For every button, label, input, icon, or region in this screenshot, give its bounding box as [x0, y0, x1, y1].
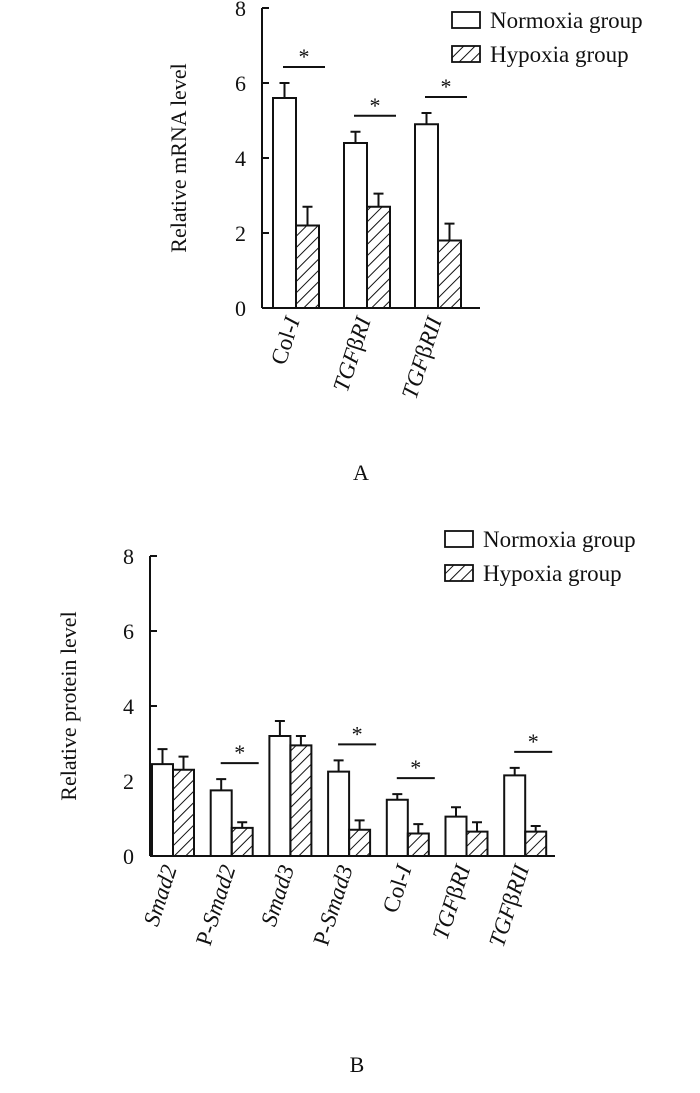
category-label: TGFβRII: [484, 861, 534, 950]
y-tick-label: 4: [123, 694, 134, 719]
bar: [503, 774, 527, 857]
chart-panel-a: 0 2 4 6 8 Relative mRNA level * Col-I * TGFβRI * TG…: [166, 0, 643, 485]
category-label: Col-I: [266, 313, 305, 368]
bar: [465, 830, 489, 857]
chart-panel-b: 0 2 4 6 8 Relative protein level Smad2 * P-Smad2…: [56, 527, 636, 1077]
category-label: Smad2: [139, 862, 182, 929]
bar: [289, 744, 313, 857]
bar: [348, 828, 372, 857]
bar: [172, 768, 195, 857]
significance-star: *: [528, 729, 539, 754]
y-tick-label: 6: [123, 619, 134, 644]
legend-swatch: [444, 530, 474, 548]
legend-label: Normoxia group: [490, 8, 643, 33]
bar: [268, 735, 292, 857]
category-label: Smad3: [256, 862, 299, 929]
legend-label: Hypoxia group: [483, 561, 622, 586]
bar: [272, 97, 297, 309]
significance-star: *: [234, 740, 245, 765]
significance-star: *: [410, 755, 421, 780]
bar: [209, 789, 233, 857]
y-tick-label: 2: [123, 769, 134, 794]
significance-star: *: [441, 74, 452, 99]
bar: [406, 832, 430, 857]
category-label: P-Smad2: [191, 862, 240, 949]
bar: [327, 770, 351, 857]
bar: [524, 830, 548, 857]
y-tick-label: 8: [123, 544, 134, 569]
panel-label: A: [353, 460, 369, 485]
bar: [414, 123, 439, 309]
panel-label: B: [350, 1052, 365, 1077]
significance-star: *: [352, 721, 363, 746]
y-tick-label: 2: [235, 221, 246, 246]
legend-label: Normoxia group: [483, 527, 636, 552]
y-tick-label: 6: [235, 71, 246, 96]
significance-star: *: [299, 44, 310, 69]
category-label: TGFβRII: [397, 313, 447, 402]
legend-swatch: [451, 11, 481, 29]
category-label: TGFβRI: [328, 313, 376, 395]
bar: [385, 798, 409, 857]
bar: [151, 763, 174, 857]
bar: [230, 826, 254, 857]
significance-star: *: [370, 93, 381, 118]
category-label: TGFβRI: [428, 861, 476, 943]
category-label: P-Smad3: [308, 862, 357, 949]
y-tick-label: 0: [123, 844, 134, 869]
bar: [444, 815, 468, 857]
legend-swatch: [451, 45, 481, 63]
bar: [343, 142, 368, 309]
legend-label: Hypoxia group: [490, 42, 629, 67]
y-tick-label: 4: [235, 146, 246, 171]
y-tick-label: 8: [235, 0, 246, 21]
category-label: Col-I: [378, 861, 417, 916]
bar: [437, 239, 462, 309]
y-axis-label: Relative protein level: [56, 611, 81, 800]
y-tick-label: 0: [235, 296, 246, 321]
bar: [295, 224, 320, 309]
bar: [366, 205, 391, 309]
legend-swatch: [444, 564, 474, 582]
y-axis-label: Relative mRNA level: [166, 63, 191, 252]
